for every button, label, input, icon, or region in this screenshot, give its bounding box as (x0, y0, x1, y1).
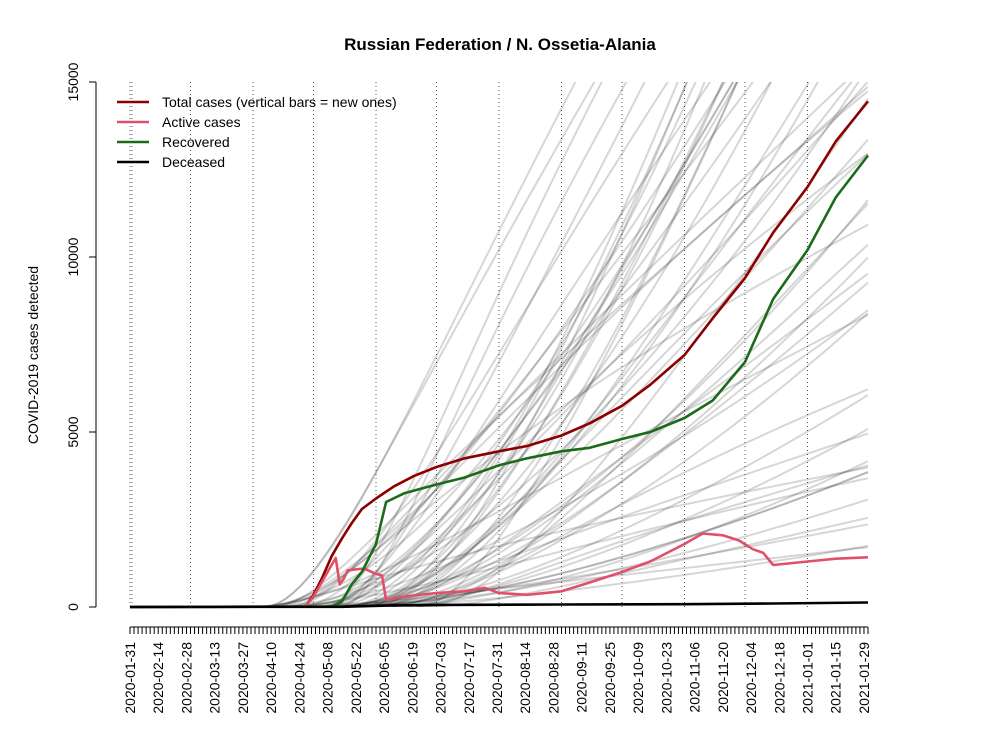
background-curve (325, 82, 646, 607)
background-curve (321, 82, 868, 607)
background-curve (324, 199, 868, 607)
background-curve (315, 152, 868, 607)
background-curve (263, 82, 596, 607)
x-tick-label: 2020-03-13 (207, 642, 223, 714)
background-curve (272, 85, 868, 607)
x-tick-label: 2020-02-28 (178, 642, 194, 714)
x-tick-label: 2020-01-31 (122, 642, 138, 714)
x-tick-label: 2020-10-09 (630, 642, 646, 714)
background-curve (301, 498, 868, 607)
background-curve (290, 82, 697, 607)
background-curve (273, 82, 706, 607)
background-curve (341, 82, 773, 607)
background-curve (361, 82, 853, 607)
y-tick-label: 0 (65, 603, 81, 611)
x-tick-label: 2020-05-22 (348, 642, 364, 714)
y-tick-label: 15000 (65, 62, 81, 101)
background-curve (296, 82, 755, 607)
background-curve (274, 309, 868, 607)
background-curve (324, 82, 772, 607)
background-curve (362, 82, 688, 607)
x-tick-label: 2020-06-05 (376, 642, 392, 714)
background-curve (330, 138, 868, 607)
series-line-total-cases (129, 100, 870, 609)
background-curve (321, 82, 679, 607)
x-tick-label: 2020-07-03 (433, 642, 449, 714)
y-axis-label: COVID-2019 cases detected (25, 266, 41, 444)
x-tick-label: 2021-01-01 (800, 642, 816, 714)
background-curve (405, 464, 868, 607)
background-curve (322, 471, 868, 607)
background-curve (305, 470, 868, 607)
background-curve (277, 223, 868, 607)
axes: 0 5000 10000 15000 2020-01-31 2020-02-14 2020-… (65, 62, 872, 713)
background-curve (262, 82, 577, 607)
background-curve (331, 281, 868, 607)
background-curve (355, 153, 868, 607)
x-tick-label: 2020-04-24 (291, 642, 307, 714)
y-tick-label: 5000 (65, 416, 81, 447)
x-tick-label: 2020-05-08 (320, 642, 336, 714)
background-curves (245, 82, 868, 607)
background-curve (342, 243, 868, 607)
background-curve (348, 460, 868, 607)
background-curve (275, 523, 868, 607)
background-curve (254, 466, 868, 607)
x-tick-label: 2020-03-27 (235, 642, 251, 714)
background-curve (393, 202, 868, 607)
legend-label: Recovered (162, 134, 230, 150)
background-curve (317, 82, 712, 607)
series-line-active-cases (129, 532, 869, 609)
x-tick-label: 2020-07-17 (461, 642, 477, 714)
background-curve (252, 313, 868, 607)
x-tick-label: 2021-01-15 (828, 642, 844, 714)
x-tick-label: 2020-11-06 (687, 642, 703, 713)
background-curve (284, 82, 847, 607)
background-curve (331, 432, 868, 607)
background-curve (332, 82, 725, 607)
background-curve (289, 82, 669, 607)
x-tick-label: 2020-12-18 (771, 642, 787, 714)
background-curve (351, 82, 724, 607)
x-tick-label: 2020-06-19 (404, 642, 420, 714)
background-curve (372, 272, 868, 607)
background-curve (417, 516, 868, 607)
background-curve (386, 388, 868, 607)
background-curve (339, 82, 628, 607)
x-tick-label: 2020-08-14 (517, 642, 533, 714)
chart-title: Russian Federation / N. Ossetia-Alania (344, 35, 656, 54)
x-tick-label: 2020-02-14 (150, 642, 166, 714)
legend: Total cases (vertical bars = new ones) Ac… (117, 94, 397, 170)
background-curve (341, 394, 868, 607)
x-tick-label: 2020-07-31 (489, 642, 505, 714)
legend-label: Deceased (162, 154, 225, 170)
y-tick-label: 10000 (65, 237, 81, 276)
series-line-deceased (129, 601, 869, 609)
x-tick-label: 2020-04-10 (263, 642, 279, 714)
series-lines (129, 100, 870, 609)
x-tick-label: 2020-11-20 (715, 642, 731, 713)
background-curve (411, 82, 739, 607)
x-tick-label: 2020-10-23 (658, 642, 674, 714)
background-curve (249, 82, 727, 607)
background-curve (333, 82, 689, 607)
legend-label: Total cases (vertical bars = new ones) (162, 94, 397, 110)
background-curve (361, 82, 739, 607)
legend-label: Active cases (162, 114, 241, 130)
background-curve (265, 90, 868, 607)
background-curve (271, 477, 868, 607)
background-curve (364, 82, 811, 607)
background-curve (338, 428, 868, 607)
background-curve (349, 256, 868, 607)
series-line-recovered (129, 154, 870, 609)
background-curve (362, 82, 735, 607)
background-curve (245, 82, 735, 607)
x-tick-label: 2020-09-25 (602, 642, 618, 714)
x-tick-label: 2020-08-28 (545, 642, 561, 714)
x-tick-label: 2021-01-29 (856, 642, 872, 714)
x-tick-label: 2020-09-11 (574, 642, 590, 713)
x-tick-label: 2020-12-04 (743, 642, 759, 714)
